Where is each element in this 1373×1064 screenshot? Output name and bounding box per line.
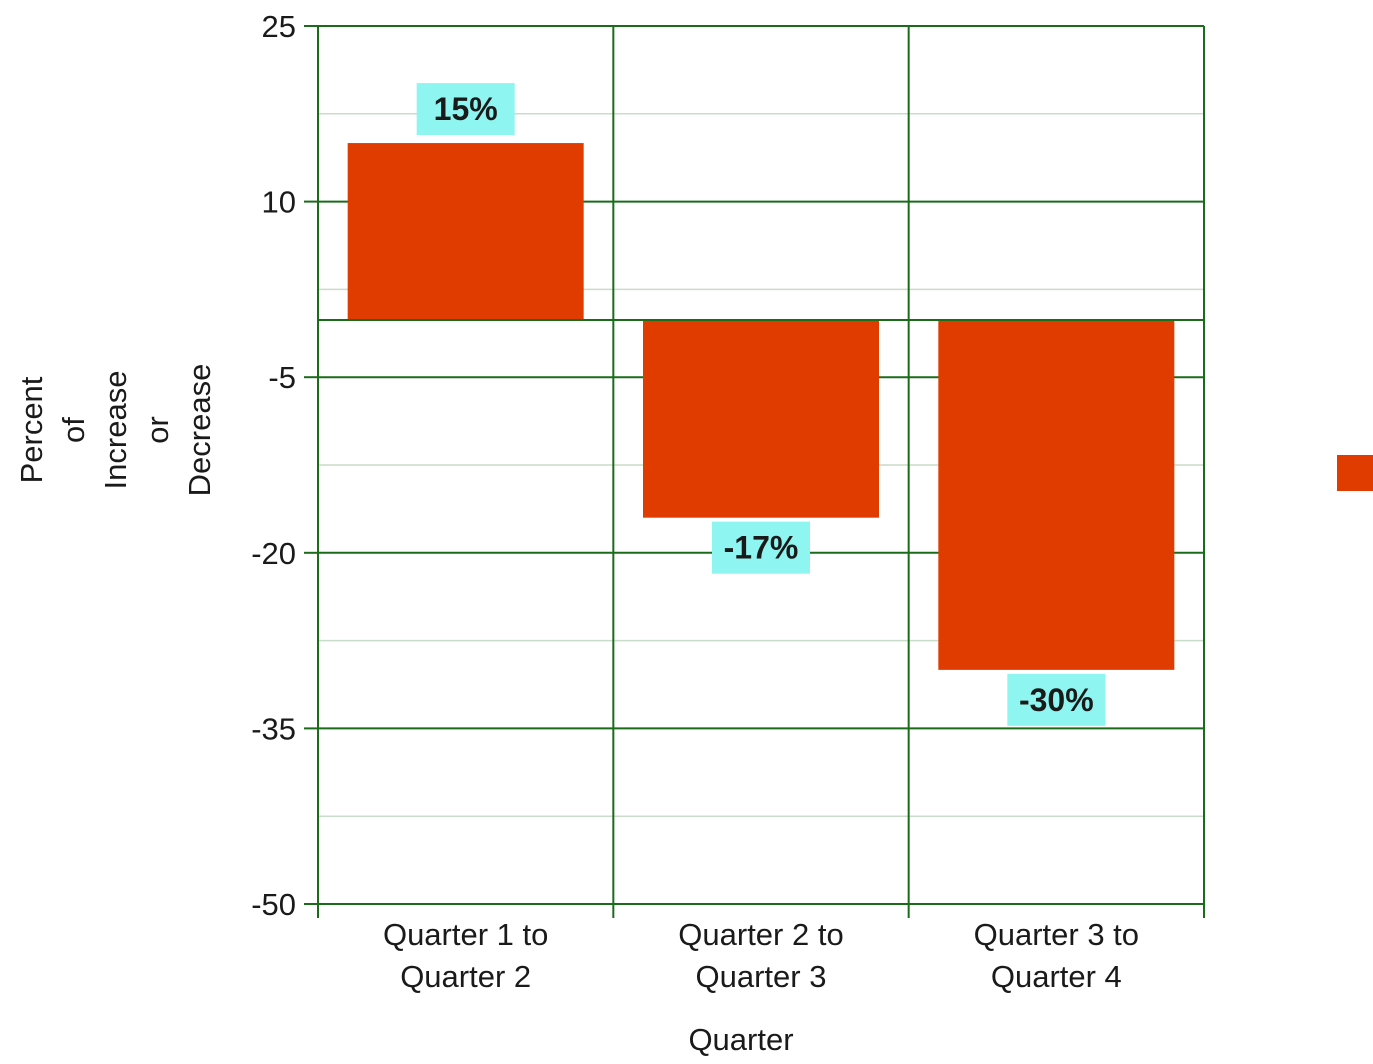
bar [643, 320, 879, 518]
x-tick-label: Quarter 3 to [974, 917, 1139, 952]
y-tick-label: -50 [251, 887, 296, 922]
y-axis-title-line: Decrease [182, 364, 217, 497]
bar [938, 320, 1175, 670]
legend-swatch [1337, 455, 1373, 491]
data-label: 15% [434, 91, 498, 127]
data-label-box [1007, 673, 1106, 726]
y-axis-title-line: or [140, 416, 175, 444]
data-label-box [416, 83, 515, 136]
y-axis-title-line: of [56, 417, 91, 443]
y-tick-label: -20 [251, 536, 296, 571]
y-axis-title-line: Increase [98, 371, 133, 490]
data-label-box [712, 521, 810, 574]
bar [347, 143, 584, 320]
x-axis-title: Quarter [688, 1022, 793, 1057]
x-tick-label: Quarter 2 [400, 959, 531, 994]
y-tick-label: -5 [268, 360, 296, 395]
x-tick-label: Quarter 4 [991, 959, 1122, 994]
x-tick-label: Quarter 2 to [678, 917, 843, 952]
data-label: -17% [724, 530, 799, 566]
x-tick-label: Quarter 3 [696, 959, 827, 994]
y-tick-label: 10 [262, 185, 296, 220]
y-axis-title-line: Percent [14, 376, 49, 483]
x-tick-label: Quarter 1 to [383, 917, 548, 952]
y-tick-label: 25 [262, 9, 296, 44]
data-label: -30% [1019, 682, 1094, 718]
y-tick-label: -35 [251, 711, 296, 746]
